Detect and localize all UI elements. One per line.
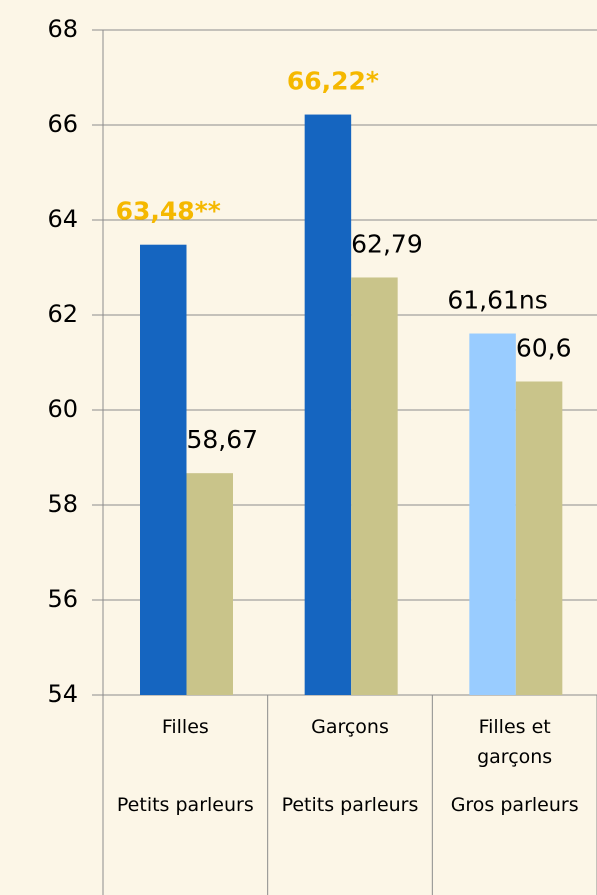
value-label: 58,67 <box>187 425 259 454</box>
value-label: 66,22* <box>287 67 379 96</box>
label-text: Filles et garçons <box>477 716 553 769</box>
bar <box>304 114 352 696</box>
x-group-label: Petits parleurs <box>281 794 419 816</box>
y-tick-label: 54 <box>47 680 78 708</box>
label-text: Filles <box>161 716 209 738</box>
label-text: Petits parleurs <box>116 794 254 816</box>
label-text: Gros parleurs <box>450 794 579 816</box>
y-tick-label: 56 <box>47 585 78 613</box>
value-label: 60,6 <box>516 334 572 363</box>
x-group-label: Gros parleurs <box>450 794 579 816</box>
label-text: Petits parleurs <box>281 794 419 816</box>
value-label: 63,48** <box>116 197 221 226</box>
bar <box>515 381 563 695</box>
y-tick-label: 64 <box>47 205 78 233</box>
x-group-label: Petits parleurs <box>116 794 254 816</box>
bar <box>140 244 187 695</box>
x-tick-label: Garçons <box>311 716 389 738</box>
y-tick-label: 68 <box>47 15 78 43</box>
y-tick-label: 66 <box>47 110 78 138</box>
bar <box>186 473 233 695</box>
bar <box>469 333 516 695</box>
value-label: 61,61ns <box>447 286 547 315</box>
y-tick-label: 62 <box>47 300 78 328</box>
x-tick-label: Filles et garçons <box>477 716 553 769</box>
bar <box>351 277 398 695</box>
value-label: 62,79 <box>351 229 423 258</box>
x-tick-label: Filles <box>161 716 209 738</box>
y-tick-label: 58 <box>47 490 78 518</box>
label-text: Garçons <box>311 716 389 738</box>
y-tick-label: 60 <box>47 395 78 423</box>
